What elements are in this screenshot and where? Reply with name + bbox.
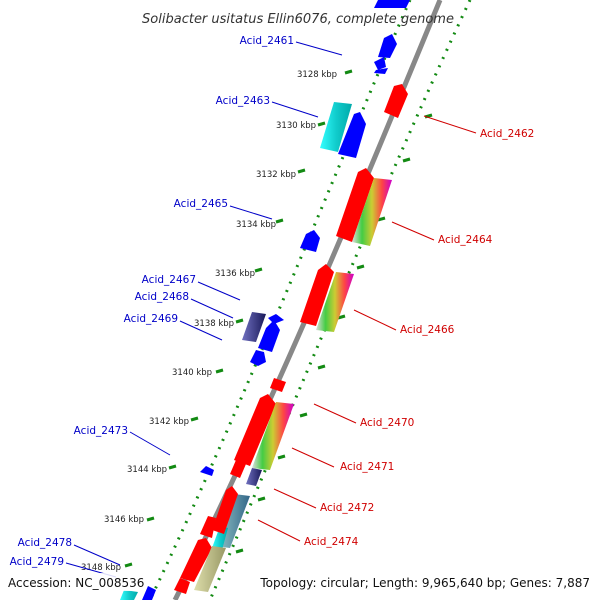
gene-label[interactable]: Acid_2479 [10,556,64,568]
gene-block [200,516,216,538]
outer-ruler-track [208,0,472,600]
gene-block [120,590,138,600]
tick-label: 3128 kbp [297,70,337,80]
gene-block [174,578,190,594]
gene-block [374,68,388,74]
gene-block [270,378,286,392]
tick-label: 3136 kbp [215,269,255,279]
gene-block [268,314,284,324]
gene-block [258,320,280,352]
inner-ruler-track [148,0,412,600]
tick-label: 3140 kbp [172,368,212,378]
accession-text: Accession: NC_008536 [8,576,144,590]
gene-block [252,402,294,470]
gene-label[interactable]: Acid_2470 [360,417,414,429]
gene-block [250,350,266,366]
gene-block [180,538,212,582]
gene-label[interactable]: Acid_2464 [438,234,493,246]
gene-block [336,168,374,242]
reverse-leader-lines [257,115,477,542]
gene-block [374,0,410,8]
forward-strand-genes [120,0,410,600]
gene-label[interactable]: Acid_2467 [142,274,196,286]
gene-block [378,34,397,58]
gene-block [352,178,392,246]
gene-label[interactable]: Acid_2472 [320,502,374,514]
gene-block [384,84,408,118]
reverse-gene-labels: Acid_2462 Acid_2464 Acid_2466 Acid_2470 … [304,128,534,548]
gene-label[interactable]: Acid_2461 [240,35,294,47]
gene-block [374,57,386,70]
tick-label: 3148 kbp [81,563,121,573]
tick-label: 3146 kbp [104,515,144,525]
gene-block [320,102,352,152]
map-title: Solibacter usitatus Ellin6076, complete … [142,12,454,27]
gene-label[interactable]: Acid_2466 [400,324,455,336]
gene-label[interactable]: Acid_2469 [124,313,178,325]
tick-label: 3144 kbp [127,465,167,475]
gene-block [142,586,156,600]
gene-label[interactable]: Acid_2465 [174,198,228,210]
forward-gene-labels: Acid_2461 Acid_2463 Acid_2465 Acid_2467 … [10,35,294,568]
tick-label: 3138 kbp [194,319,234,329]
footer-topology-backdrop [258,573,594,591]
tick-label: 3132 kbp [256,170,296,180]
reverse-strand-genes [174,84,408,594]
footer-accession-backdrop [6,573,146,591]
gene-block [316,272,354,332]
gene-block [338,112,366,158]
gene-block [300,264,334,326]
tick-label: 3134 kbp [236,220,276,230]
gene-label[interactable]: Acid_2462 [480,128,534,140]
forward-leader-lines [65,41,343,578]
gene-block [242,312,266,342]
gene-block [200,466,214,476]
gene-label[interactable]: Acid_2478 [18,537,72,549]
gene-label[interactable]: Acid_2471 [340,461,394,473]
gene-label[interactable]: Acid_2474 [304,536,359,548]
gene-block [194,546,226,592]
gene-block [230,460,246,478]
tick-label: 3130 kbp [276,121,316,131]
gene-block [234,394,276,466]
gene-label[interactable]: Acid_2473 [74,425,128,437]
gene-label[interactable]: Acid_2463 [216,95,270,107]
gene-block [300,230,320,252]
topology-text: Topology: circular; Length: 9,965,640 bp… [259,576,590,590]
tick-label: 3142 kbp [149,417,189,427]
gene-block [212,486,238,534]
gene-block [246,468,262,486]
kbp-tick-labels: 3128 kbp 3130 kbp 3132 kbp 3134 kbp 3136… [81,70,337,573]
gene-label[interactable]: Acid_2468 [135,291,189,303]
